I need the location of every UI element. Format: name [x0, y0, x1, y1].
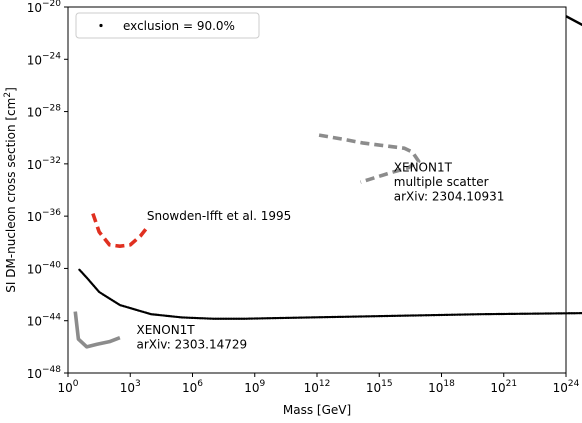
y-axis-label-main: SI DM-nucleon cross section [cm — [4, 98, 18, 293]
series-layer — [73, 15, 582, 349]
y-tick-label: 10−32 — [27, 156, 61, 172]
legend-entry-label: exclusion = 90.0% — [123, 19, 235, 33]
x-tick-label: 1021 — [490, 379, 517, 395]
series-line-3 — [91, 212, 149, 249]
x-tick-label: 103 — [120, 379, 141, 395]
x-tick-label: 109 — [244, 379, 265, 395]
y-tick-label: 10−36 — [27, 208, 62, 224]
series-line-1 — [565, 15, 582, 27]
y-tick-label: 10−20 — [27, 0, 62, 15]
legend: exclusion = 90.0% — [75, 12, 260, 39]
x-tick-label: 1024 — [553, 379, 580, 395]
x-tick-label: 1015 — [366, 379, 393, 395]
x-axis-ticks: 100 103 106 109 1012 1015 1018 1021 1024 — [57, 373, 580, 395]
x-tick-label: 100 — [57, 379, 78, 395]
y-tick-label: 10−44 — [27, 313, 62, 329]
y-tick-label: 10−28 — [27, 104, 62, 120]
series-line-2 — [73, 311, 121, 349]
y-tick-label: 10−24 — [27, 51, 62, 67]
y-tick-label: 10−40 — [27, 260, 62, 276]
annotation-layer: Snowden-Ifft et al. 1995 XENON1T multiple … — [136, 161, 504, 352]
y-axis-ticks: 10−48 10−44 10−40 10−36 10−32 10−28 10−24 10−20 — [27, 0, 68, 381]
series-line-4 — [318, 133, 421, 184]
x-tick-label: 106 — [182, 379, 203, 395]
annotation-label: XENON1T multiple scatter arXiv: 2304.10931 — [394, 161, 505, 204]
x-axis-label: Mass [GeV] — [283, 403, 351, 417]
series-line-0 — [78, 268, 582, 320]
y-axis-label: SI DM-nucleon cross section [cm2] — [3, 87, 18, 293]
y-tick-label: 10−48 — [27, 365, 62, 381]
y-axis-label-superscript: 2 — [3, 92, 13, 98]
x-tick-label: 1018 — [428, 379, 455, 395]
annotation-label: Snowden-Ifft et al. 1995 — [147, 209, 291, 223]
legend-marker — [99, 23, 103, 28]
y-axis-label-close: ] — [4, 87, 18, 92]
annotation-label: XENON1T arXiv: 2303.14729 — [136, 323, 247, 352]
x-tick-label: 1012 — [304, 379, 331, 395]
legend-box — [75, 12, 260, 39]
